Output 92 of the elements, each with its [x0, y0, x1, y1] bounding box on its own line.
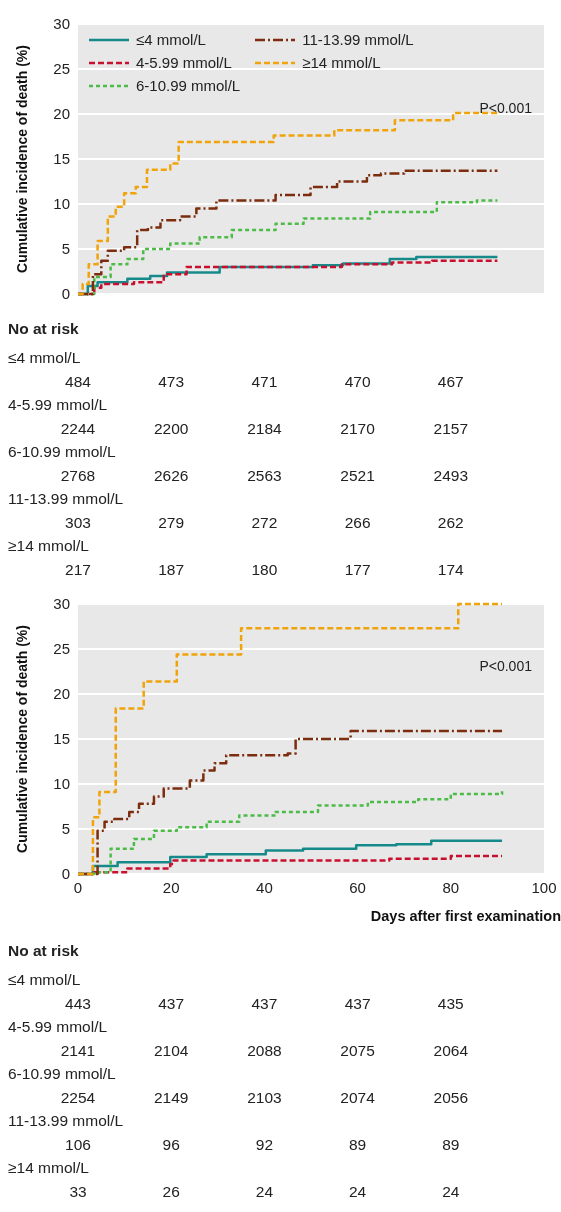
text: 177	[343, 559, 372, 580]
text: 2074	[339, 1087, 376, 1108]
y-tick-label: 20	[53, 685, 70, 703]
annotation: P<0.001	[478, 99, 532, 116]
y-tick-label: 0	[61, 865, 70, 883]
legend-label: 4-5.99 mmol/L	[136, 54, 232, 71]
text: 4-5.99 mmol/L	[8, 395, 109, 415]
y-tick-label: 30	[53, 15, 70, 33]
annotation: P<0.001	[478, 658, 532, 674]
text: 92	[254, 1134, 274, 1155]
text: 2563	[246, 465, 283, 486]
text: 180	[250, 559, 279, 580]
text: 11-13.99 mmol/L	[8, 1111, 125, 1131]
text: 2184	[246, 418, 283, 439]
y-axis-title: Cumulative incidence of death (%)	[13, 625, 30, 853]
text: 435	[436, 993, 465, 1014]
text: 2244	[59, 418, 97, 439]
text: 217	[64, 559, 92, 580]
text: 272	[250, 512, 279, 533]
y-tick-label: 0	[61, 285, 70, 303]
text: 6-10.99 mmol/L	[8, 1064, 117, 1084]
x-tick-label: 20	[162, 878, 180, 896]
text: 187	[157, 559, 186, 580]
y-tick-label: 25	[53, 60, 70, 78]
x-tick-label: 0	[73, 878, 83, 896]
text: 2064	[432, 1040, 470, 1061]
text: 470	[343, 371, 372, 392]
x-tick-label: 60	[349, 878, 366, 896]
text: ≥14 mmol/L	[8, 1158, 90, 1178]
text: 4-5.99 mmol/L	[8, 1017, 109, 1037]
text: 443	[64, 993, 92, 1014]
x-tick-label: 40	[256, 878, 273, 896]
text: 473	[157, 371, 186, 392]
text: 2254	[59, 1087, 97, 1108]
y-tick-label: 25	[53, 640, 70, 658]
y-tick-label: 20	[53, 105, 70, 123]
x-axis-title: Days after first examination	[369, 908, 561, 924]
text: 11-13.99 mmol/L	[8, 489, 125, 509]
text: 89	[441, 1134, 461, 1155]
text: 2157	[432, 418, 470, 439]
text: 2626	[152, 465, 190, 486]
text: 262	[436, 512, 465, 533]
text: 2088	[246, 1040, 283, 1061]
text: 2056	[432, 1087, 470, 1108]
y-tick-label: 15	[53, 150, 70, 168]
text: ≤4 mmol/L	[8, 970, 82, 990]
text: 174	[436, 559, 465, 580]
y-axis-title: Cumulative incidence of death (%)	[13, 45, 30, 273]
text: 33	[68, 1181, 88, 1202]
text: 2768	[59, 465, 97, 486]
text: 24	[441, 1181, 461, 1202]
text: 2103	[246, 1087, 283, 1108]
text: 2104	[152, 1040, 190, 1061]
text: 303	[64, 512, 92, 533]
text: 2200	[152, 418, 190, 439]
text: 437	[343, 993, 372, 1014]
y-tick-label: 30	[53, 595, 70, 613]
y-tick-label: 5	[61, 820, 70, 838]
text: 24	[254, 1181, 274, 1202]
text: 266	[343, 512, 372, 533]
text: 2521	[339, 465, 376, 486]
text: 2493	[432, 465, 470, 486]
text: 437	[157, 993, 186, 1014]
text: No at risk	[8, 941, 80, 961]
text: 2141	[59, 1040, 97, 1061]
legend-label: ≤4 mmol/L	[136, 31, 206, 48]
text: 484	[64, 371, 92, 392]
text: 89	[347, 1134, 368, 1155]
legend-label: 6-10.99 mmol/L	[136, 77, 241, 94]
text: 279	[157, 512, 186, 533]
text: ≤4 mmol/L	[8, 348, 82, 368]
text: 437	[250, 993, 279, 1014]
text: 24	[347, 1181, 368, 1202]
text: 2149	[152, 1087, 190, 1108]
text: 2075	[339, 1040, 376, 1061]
legend-label: ≥14 mmol/L	[302, 54, 381, 71]
y-tick-label: 15	[53, 730, 70, 748]
text: 96	[161, 1134, 181, 1155]
text: ≥14 mmol/L	[8, 536, 90, 556]
text: 26	[161, 1181, 181, 1202]
y-tick-label: 10	[53, 195, 70, 213]
text: 2170	[339, 418, 376, 439]
text: 471	[250, 371, 279, 392]
y-tick-label: 10	[53, 775, 70, 793]
text: 106	[64, 1134, 92, 1155]
text: 6-10.99 mmol/L	[8, 442, 117, 462]
text: 467	[436, 371, 465, 392]
x-tick-label: 100	[531, 878, 557, 896]
text: No at risk	[8, 319, 80, 339]
legend-label: 11-13.99 mmol/L	[302, 31, 414, 48]
y-tick-label: 5	[61, 240, 70, 258]
x-tick-label: 80	[442, 878, 460, 896]
